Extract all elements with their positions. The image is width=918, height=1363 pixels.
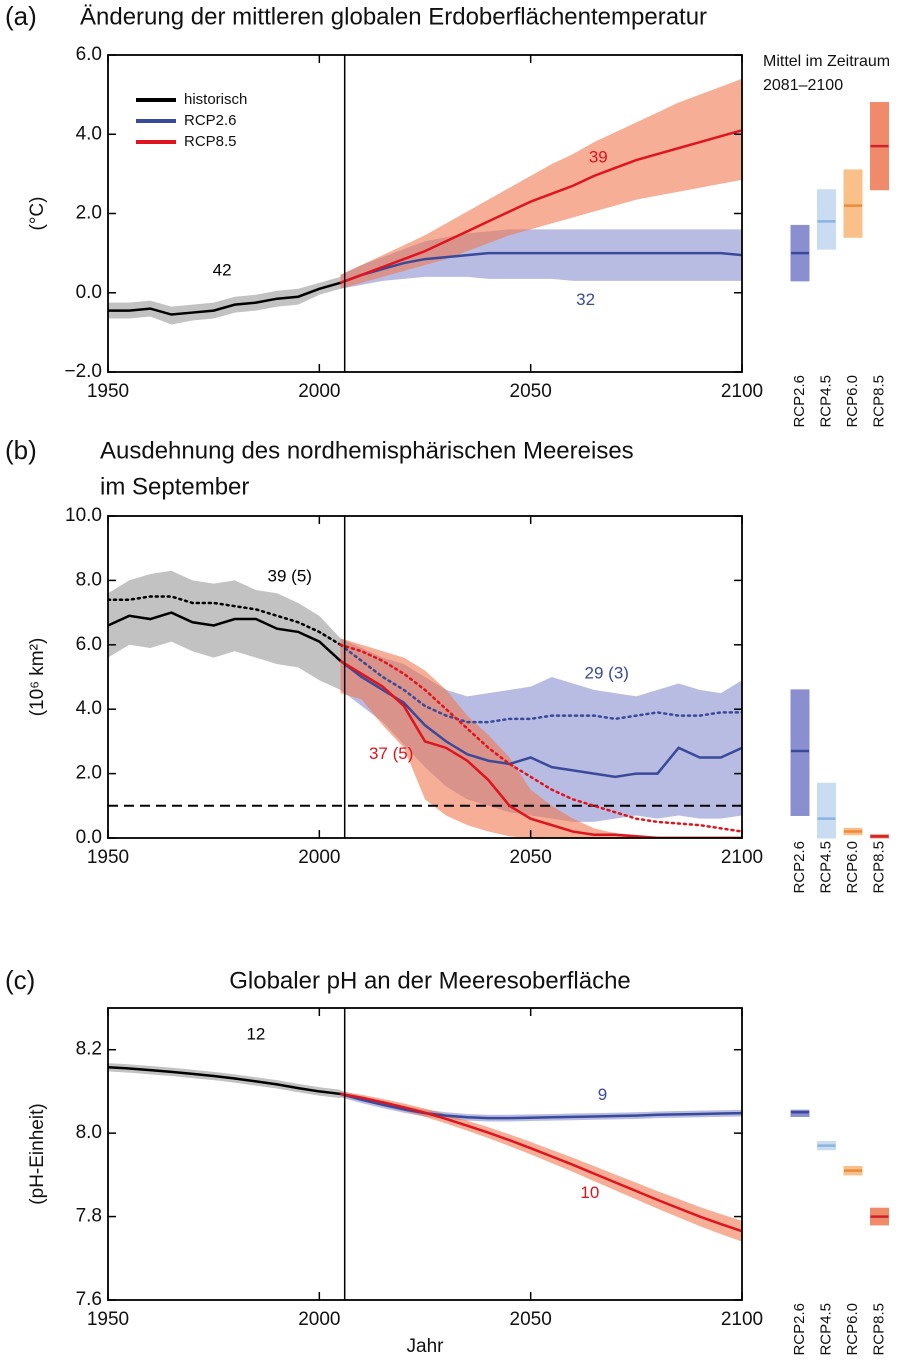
y-tick-label: 7.8 [76,1206,102,1227]
range-label: RCP6.0 [844,375,861,428]
y-tick-label: 8.0 [76,1122,102,1143]
chart-title: im September [100,473,249,500]
y-axis-label: (10⁶ km²) [27,638,48,717]
range-label: RCP2.6 [791,841,808,894]
side-title: Mittel im Zeitraum [763,53,890,70]
dotted-line [108,595,342,647]
series-line [340,129,742,285]
legend-label: historisch [184,91,247,108]
uncertainty-band [108,570,341,690]
annotation: 32 [576,290,595,309]
y-tick-label: 2.0 [76,203,102,224]
panel-label: (b) [5,435,37,465]
chart-title: Globaler pH an der Meeresoberfläche [229,967,631,994]
x-tick-label: 2000 [298,847,340,868]
annotation: 12 [246,1025,265,1044]
x-tick-label: 1950 [87,847,129,868]
uncertainty-band [108,276,341,325]
y-tick-label: 6.0 [76,634,102,655]
chart-title: Änderung der mittleren globalen Erdoberf… [80,3,707,30]
range-bar [817,189,836,250]
plot-frame [107,1007,743,1301]
y-tick-label: −2.0 [64,361,102,382]
chart-title: Ausdehnung des nordhemisphärischen Meere… [100,437,634,464]
x-tick-label: 2050 [510,847,552,868]
x-tick-label: 2050 [510,381,552,402]
series-line [339,659,742,779]
legend-label: RCP8.5 [184,133,237,150]
y-tick-label: 8.0 [76,569,102,590]
y-tick-label: 8.2 [76,1039,102,1060]
dotted-line [339,643,742,833]
dotted-line [339,643,742,724]
series-line [340,1092,742,1120]
range-label: RCP2.6 [791,375,808,428]
x-tick-label: 2000 [298,381,340,402]
range-label: RCP6.0 [844,841,861,894]
y-tick-label: 4.0 [76,123,102,144]
x-tick-label: 2000 [298,1309,340,1330]
y-tick-label: 0.0 [76,827,102,848]
x-tick-label: 1950 [87,1309,129,1330]
y-axis-label: (pH-Einheit) [27,1103,48,1204]
annotation: 9 [598,1085,607,1104]
range-label: RCP2.6 [791,1303,808,1356]
range-bar [843,169,863,238]
x-tick-label: 2100 [721,847,763,868]
x-tick-label: 2100 [721,1309,763,1330]
uncertainty-band [340,638,742,838]
y-axis-label: (°C) [27,197,48,231]
plot-area [108,78,742,325]
y-tick-label: 10.0 [65,505,102,526]
panel-label: (c) [5,965,35,995]
y-tick-label: 4.0 [76,698,102,719]
range-bar [817,782,836,839]
range-label: RCP8.5 [870,841,887,894]
plot-frame [107,515,743,839]
annotation: 42 [213,260,232,279]
y-tick-label: 2.0 [76,763,102,784]
range-label: RCP4.5 [817,1303,834,1356]
annotation: 10 [580,1183,599,1202]
annotation: 37 (5) [369,744,413,763]
series-line [340,251,742,285]
y-tick-label: 7.6 [76,1289,102,1310]
series-line [108,1065,341,1096]
x-tick-label: 2100 [721,381,763,402]
x-tick-label: 2050 [510,1309,552,1330]
range-label: RCP8.5 [870,375,887,428]
range-label: RCP8.5 [870,1303,887,1356]
plot-area [108,1063,742,1242]
uncertainty-band [340,78,742,289]
annotation: 39 (5) [268,567,312,586]
range-label: RCP6.0 [844,1303,861,1356]
series-line [108,611,342,662]
side-title: 2081–2100 [763,77,843,94]
annotation: 39 [589,148,608,167]
series-line [339,659,742,838]
plot-area [108,570,742,838]
range-label: RCP4.5 [817,375,834,428]
y-tick-label: 0.0 [76,282,102,303]
range-label: RCP4.5 [817,841,834,894]
x-tick-label: 1950 [87,381,129,402]
uncertainty-band [340,1091,742,1242]
panel-label: (a) [5,1,37,31]
range-bar [790,689,810,816]
series-line [340,1092,742,1233]
series-line [108,281,341,316]
y-tick-label: 6.0 [76,44,102,65]
legend-label: RCP2.6 [184,112,237,129]
annotation: 29 (3) [585,663,629,682]
x-axis-label: Jahr [407,1336,445,1357]
